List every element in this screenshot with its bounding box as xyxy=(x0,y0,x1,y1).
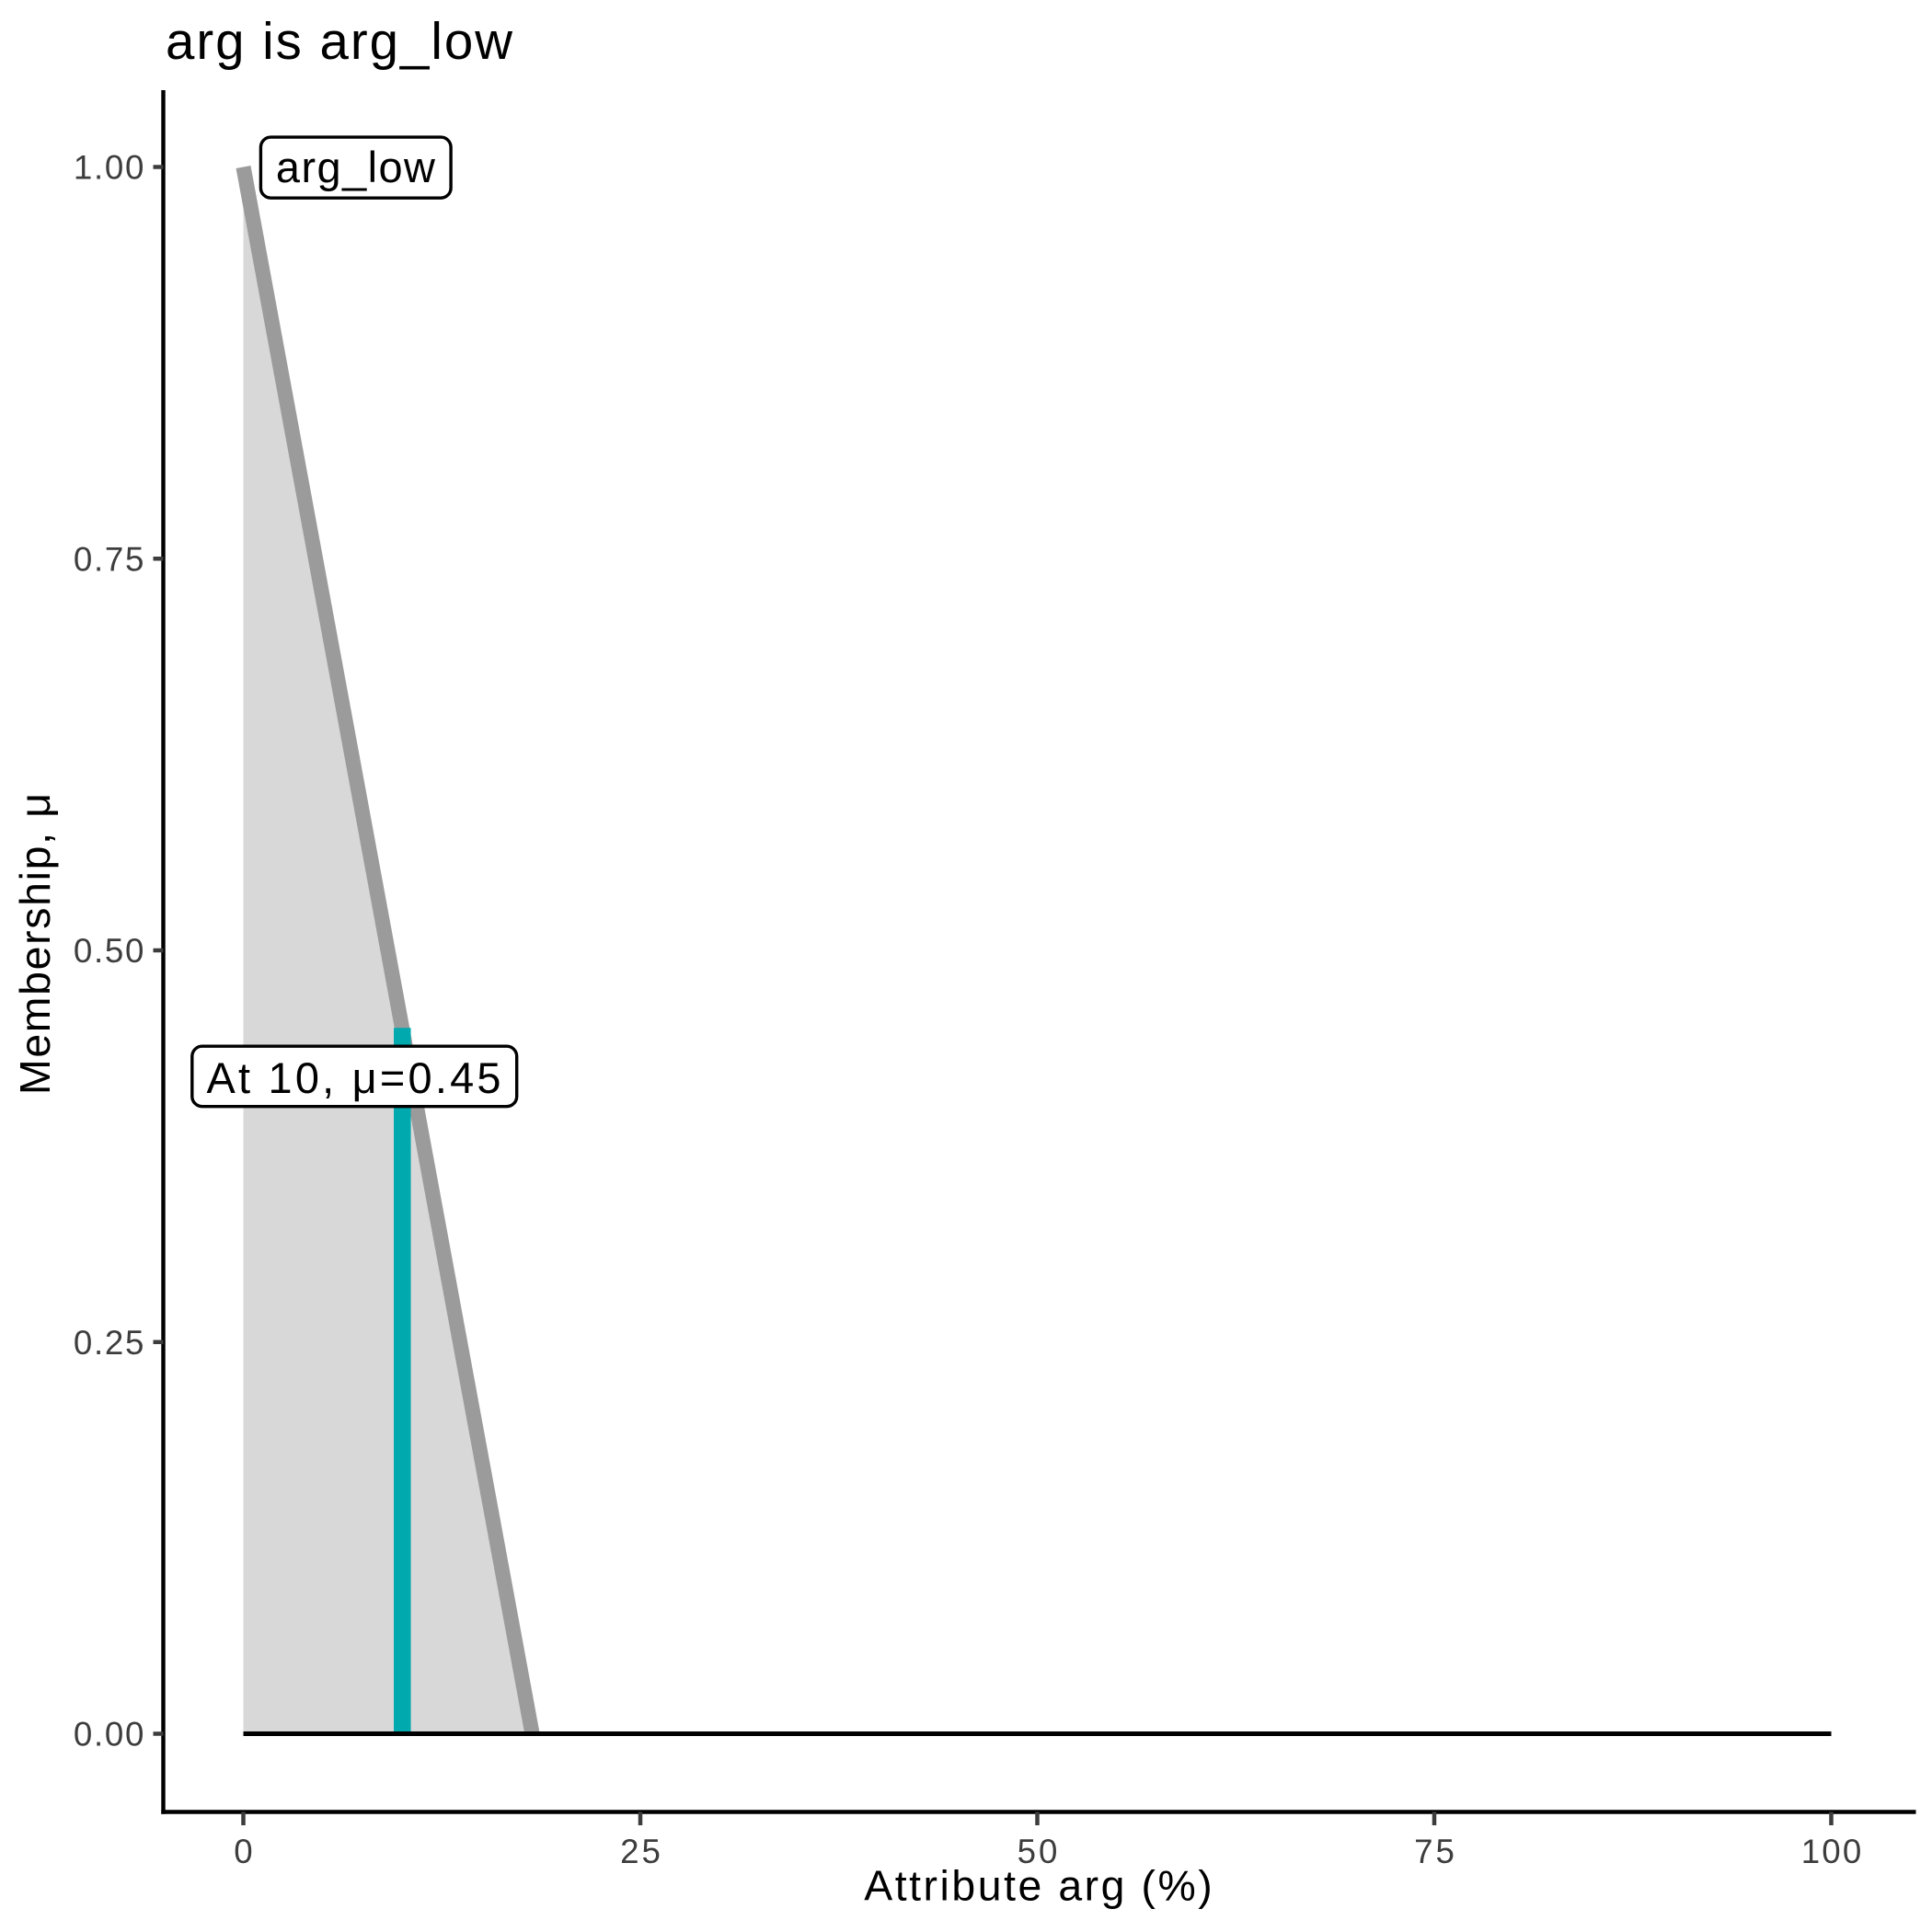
svg-text:Attribute arg (%): Attribute arg (%) xyxy=(864,1861,1212,1909)
svg-text:0.75: 0.75 xyxy=(74,540,144,578)
svg-text:1.00: 1.00 xyxy=(74,149,144,187)
svg-text:Membership, μ: Membership, μ xyxy=(11,793,59,1095)
svg-text:0.50: 0.50 xyxy=(74,932,144,970)
svg-text:At 10, μ=0.45: At 10, μ=0.45 xyxy=(207,1054,501,1102)
svg-text:100: 100 xyxy=(1801,1833,1862,1870)
svg-text:0.00: 0.00 xyxy=(74,1716,144,1754)
svg-text:arg_low: arg_low xyxy=(276,144,435,191)
svg-text:0: 0 xyxy=(234,1833,252,1870)
svg-text:0.25: 0.25 xyxy=(74,1324,144,1362)
svg-text:arg is arg_low: arg is arg_low xyxy=(166,12,512,70)
